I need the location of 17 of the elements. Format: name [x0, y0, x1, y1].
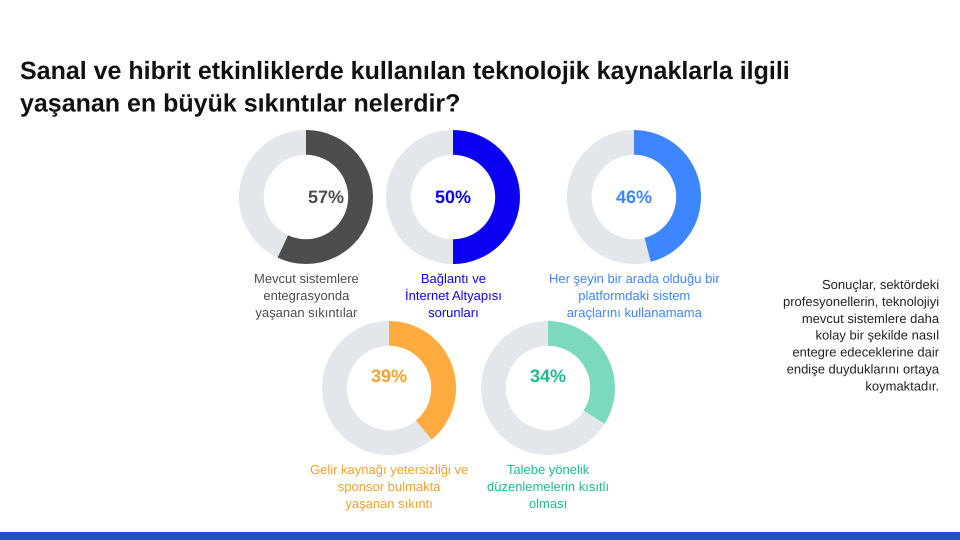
text: Mevcut sistemlere entegrasyonda yaşanan sıkıntılar — [254, 271, 359, 320]
data-label: 50% — [435, 187, 472, 207]
data-label: 57% — [308, 187, 344, 207]
data-label: 46% — [616, 187, 652, 207]
data-label: 34% — [530, 366, 566, 386]
text: Talebe yönelik düzenlemelerin kısıtlı olması — [487, 462, 610, 511]
donut-slice — [277, 130, 373, 264]
data-label: 39% — [371, 366, 408, 386]
donut-slice — [239, 130, 306, 258]
text: Bağlantı ve İnternet Altyapısı sorunları — [405, 271, 502, 320]
text: Her şeyin bir arada olduğu bir platformdaki sistem araçlarını kullanamama — [549, 271, 720, 320]
text: Sonuçlar, sektördeki profesyonellerin, teknolojiyi mevcut sistemlere daha kolay bir şekilde nasıl entegre edeceklerine dair endişe duyduklarını ortaya koymaktadır. — [783, 277, 940, 394]
text: Gelir kaynağı yetersizliği ve sponsor bulmakta yaşanan sıkıntı — [310, 462, 468, 511]
donut-slice — [481, 321, 605, 455]
text: Sanal ve hibrit etkinliklerde kullanılan teknolojik kaynaklarla ilgili yaşanan en büyük sıkıntılar nelerdir? — [20, 57, 790, 118]
donut-slice — [322, 321, 432, 455]
donut-slice — [567, 130, 651, 264]
